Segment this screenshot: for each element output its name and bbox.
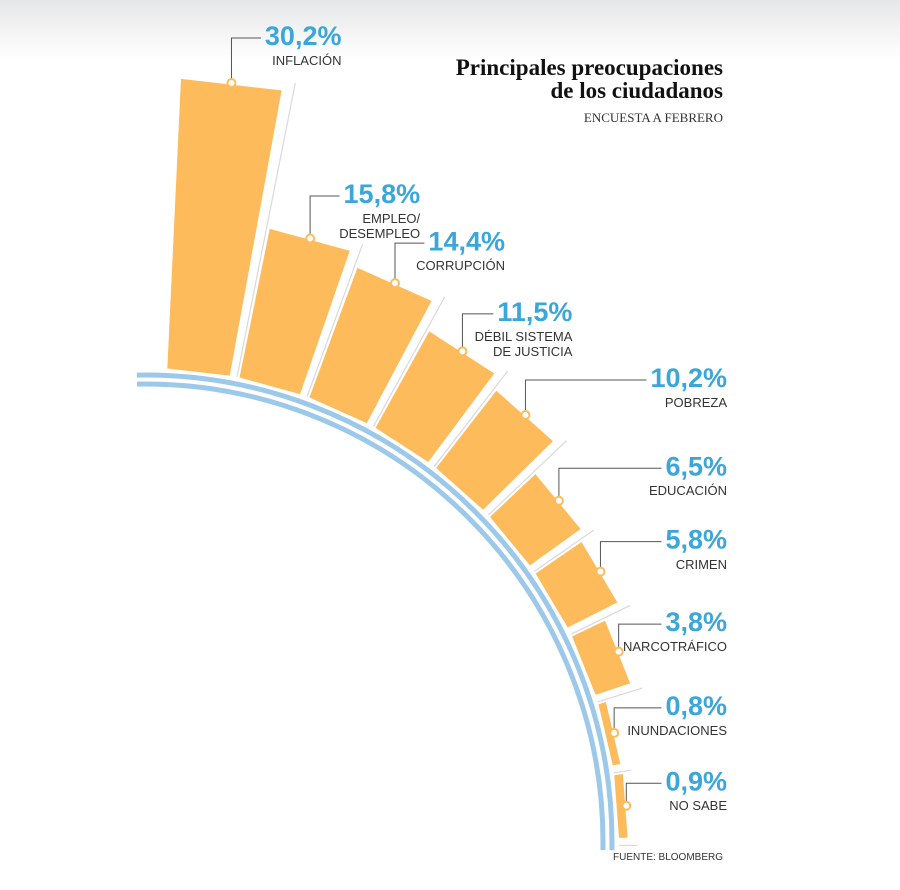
baseline-arc [136,372,615,851]
leader-line [618,623,662,652]
leader-dot [457,346,468,357]
leader-line [524,379,647,415]
bar [489,474,581,566]
baseline-arc [136,381,606,851]
category-label: INUNDACIONES [627,722,727,738]
category-label: EDUCACIÓN [648,483,727,499]
category-label: CORRUPCIÓN [416,258,505,274]
bar [436,390,553,510]
leader-dot [613,646,624,657]
value-label: 14,4% [428,226,505,256]
leader-line [625,782,662,806]
leader-dot [595,566,606,577]
chart-title: Principales preocupaciones de los ciudad… [455,55,723,103]
separator-line [236,82,296,378]
category-label: POBREZA [664,394,727,410]
value-label: 11,5% [497,297,572,327]
value-label: 0,9% [665,766,727,796]
separator-line [613,769,632,774]
chart-subtitle: ENCUESTA A FEBRERO [583,110,723,125]
source-note: FUENTE: BLOOMBERG [612,852,723,863]
separator-line [597,687,643,703]
bar [239,228,350,395]
value-label: 0,8% [665,691,727,721]
category-label: INFLACIÓN [272,52,342,68]
category-label: CRIMEN [675,556,727,572]
separator-line [533,529,595,572]
leader-dot [621,800,632,811]
bar [614,773,628,838]
separator-line [433,370,509,467]
value-label: 5,8% [665,525,727,555]
leader-dot [389,278,400,289]
category-label: NARCOTRÁFICO [623,639,727,655]
category-label: EMPLEO/ DESEMPLEO [339,210,421,241]
separator-line [306,244,363,397]
leader-line [309,195,340,239]
leader-line [613,707,662,733]
bar [535,541,618,628]
value-label: 30,2% [265,21,342,51]
leader-line [230,37,261,83]
bar [309,267,432,424]
separator-line [487,440,567,516]
leader-dot [305,233,316,244]
value-label: 10,2% [650,363,727,393]
value-label: 6,5% [665,451,727,481]
value-label: 3,8% [665,607,727,637]
leader-line [461,313,494,352]
category-label: DÉBIL SISTEMA DE JUSTICIA [474,328,573,359]
separator-line [570,604,631,635]
leader-dot [520,409,531,420]
leader-dot [609,727,620,738]
bar [167,78,282,376]
leader-dot [553,495,564,506]
separator-line [372,296,446,427]
bar [572,620,631,695]
leader-line [558,467,662,501]
bar [375,331,495,462]
category-label: NO SABE [669,798,727,814]
leader-line [394,242,425,284]
value-label: 15,8% [344,179,421,209]
leader-line [599,541,662,572]
leader-dot [226,77,237,88]
